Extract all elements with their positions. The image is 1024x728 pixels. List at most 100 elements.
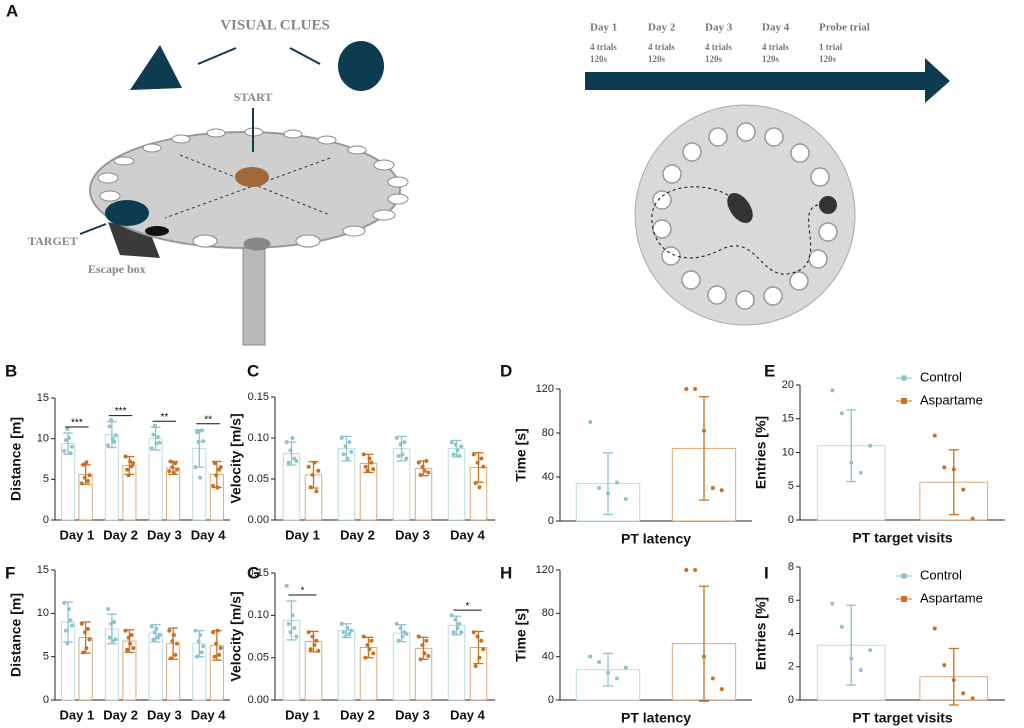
data-point <box>606 491 610 496</box>
data-point <box>451 452 456 457</box>
dashed-line <box>164 157 331 219</box>
data-point <box>347 631 352 636</box>
data-point <box>195 654 200 659</box>
data-point <box>453 617 458 622</box>
data-point <box>81 462 86 467</box>
target-marker <box>105 200 149 226</box>
x-tick-label: Day 1 <box>285 527 320 542</box>
data-point <box>288 630 293 635</box>
data-point <box>830 601 835 606</box>
y-tick-label: 5 <box>43 473 49 485</box>
data-point <box>363 464 368 469</box>
data-point <box>839 624 844 629</box>
data-point <box>215 485 220 490</box>
data-point <box>363 655 368 660</box>
data-point <box>211 630 216 635</box>
y-axis-label: Entries [%] <box>753 597 769 670</box>
y-tick-label: 0.15 <box>248 567 269 579</box>
data-point <box>170 465 175 470</box>
data-point <box>830 388 835 393</box>
y-tick-label: 6 <box>788 594 794 606</box>
data-point <box>341 630 346 635</box>
timeline-day: Day 3 <box>705 22 733 34</box>
data-point <box>69 444 74 449</box>
y-tick-label: 2 <box>788 661 794 673</box>
data-point <box>63 628 68 633</box>
data-point <box>198 475 203 480</box>
data-point <box>87 637 92 642</box>
data-point <box>702 428 706 433</box>
data-point <box>129 633 134 637</box>
x-tick-label: Day 3 <box>395 707 430 722</box>
data-point <box>345 626 350 631</box>
data-point <box>170 639 175 644</box>
escape-box-label: Escape box <box>88 262 146 276</box>
maze-diagram: A VISUAL CLUES START TARGET Escape box <box>6 1 409 346</box>
data-point <box>288 448 293 453</box>
data-point <box>168 459 173 464</box>
data-point <box>343 444 348 449</box>
timeline-trials: 4 trials <box>590 42 617 52</box>
data-point <box>424 638 429 643</box>
data-point <box>286 621 291 626</box>
x-tick-label: Day 2 <box>340 707 375 722</box>
data-point <box>218 465 223 470</box>
timeline-day: Day 1 <box>590 22 617 34</box>
y-tick-label: 8 <box>788 561 794 573</box>
data-point <box>68 618 73 623</box>
data-point <box>416 460 421 465</box>
x-tick-label: Day 3 <box>395 527 430 542</box>
data-point <box>459 444 464 449</box>
data-point <box>367 647 372 652</box>
data-point <box>294 458 299 463</box>
data-point <box>394 436 399 440</box>
data-point <box>858 668 863 673</box>
y-tick-label: 80 <box>542 427 554 439</box>
data-point <box>152 423 157 428</box>
data-point <box>349 628 354 633</box>
data-point <box>151 637 156 642</box>
target-hole <box>819 196 837 214</box>
data-point <box>606 670 610 675</box>
data-point <box>171 633 176 637</box>
data-point <box>868 443 873 448</box>
panel-label: H <box>500 563 512 582</box>
data-point <box>284 583 289 588</box>
data-point <box>449 613 454 618</box>
data-point <box>109 621 114 626</box>
data-point <box>347 440 352 445</box>
data-point <box>173 652 178 657</box>
data-point <box>453 442 458 447</box>
data-point <box>614 676 619 681</box>
data-point <box>131 461 136 466</box>
target-label: TARGET <box>28 234 78 248</box>
y-tick-label: 120 <box>536 383 554 395</box>
data-point <box>294 634 299 639</box>
y-tick-label: 0 <box>43 514 49 526</box>
bar <box>447 624 466 701</box>
data-point <box>84 460 89 465</box>
data-point <box>154 626 159 631</box>
data-point <box>839 411 844 416</box>
data-point <box>85 626 90 631</box>
legend-marker <box>901 398 907 404</box>
significance-label: * <box>301 586 305 597</box>
data-point <box>218 646 223 650</box>
data-point <box>126 473 131 478</box>
timeline-time: 120s <box>590 54 608 64</box>
start-label: START <box>234 90 273 104</box>
data-point <box>196 439 201 444</box>
data-point <box>702 654 706 659</box>
swim-path <box>651 186 819 275</box>
data-point <box>710 486 715 490</box>
panel-label: D <box>500 361 512 380</box>
y-tick-label: 4 <box>788 627 794 639</box>
bar <box>447 448 466 521</box>
x-tick-label: Day 4 <box>191 707 226 722</box>
data-point <box>394 621 399 626</box>
y-axis-label: Distance [m] <box>8 417 24 501</box>
data-point <box>455 448 460 453</box>
data-point <box>123 628 128 633</box>
panel-label: C <box>247 361 259 380</box>
